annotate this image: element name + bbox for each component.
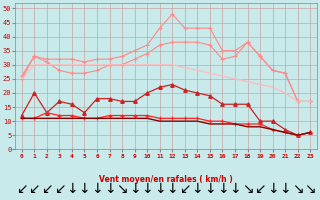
X-axis label: Vent moyen/en rafales ( km/h ): Vent moyen/en rafales ( km/h ) <box>99 175 233 184</box>
